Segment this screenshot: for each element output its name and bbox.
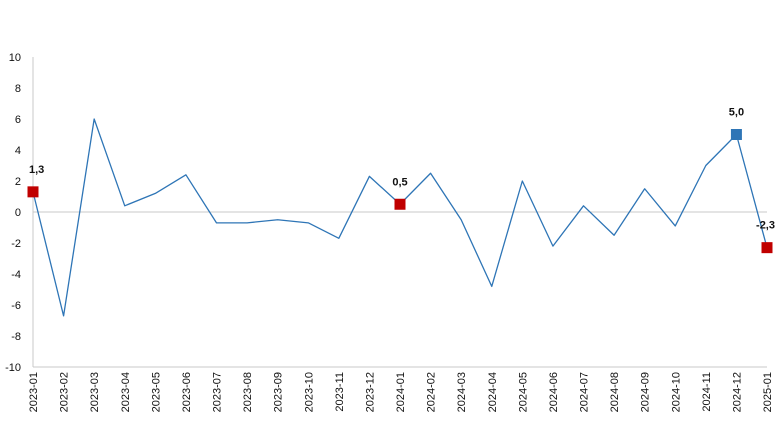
x-tick-label: 2023-07 [212,372,224,412]
data-marker [27,186,39,198]
x-tick-label: 2024-12 [731,372,743,412]
y-tick-label: -2 [11,238,21,250]
y-tick-label: 4 [15,145,21,157]
x-tick-label: 2024-01 [395,372,407,412]
x-tick-label: 2024-09 [640,372,652,412]
data-label: 1,3 [29,164,44,176]
data-label: 0,5 [392,176,407,188]
x-tick-label: 2024-04 [487,372,499,412]
y-tick-label: -10 [5,362,21,374]
x-tick-label: 2023-11 [334,372,346,412]
y-tick-label: 6 [15,114,21,126]
x-tick-label: 2024-08 [609,372,621,412]
data-marker [761,242,773,254]
y-tick-label: -8 [11,331,21,343]
x-tick-label: 2024-06 [548,372,560,412]
x-tick-label: 2025-01 [762,372,774,412]
x-tick-label: 2023-04 [120,372,132,412]
x-tick-label: 2024-11 [701,372,713,412]
x-tick-label: 2023-03 [89,372,101,412]
data-marker [730,129,742,140]
x-tick-label: 2024-07 [579,372,591,412]
y-tick-label: -4 [11,269,21,281]
y-tick-label: -6 [11,300,21,312]
y-tick-label: 8 [15,83,21,95]
x-tick-label: 2024-03 [456,372,468,412]
y-tick-label: 10 [9,52,21,64]
data-marker [394,198,406,210]
x-tick-label: 2023-12 [364,372,376,412]
x-tick-label: 2023-09 [273,372,285,412]
x-tick-label: 2024-02 [426,372,438,412]
x-tick-label: 2024-10 [670,372,682,412]
data-label: -2,3 [756,220,775,232]
x-tick-label: 2023-02 [59,372,71,412]
x-tick-label: 2023-01 [28,372,40,412]
y-tick-label: 0 [15,207,21,219]
x-tick-label: 2023-05 [150,372,162,412]
x-tick-label: 2023-08 [242,372,254,412]
x-tick-label: 2023-06 [181,372,193,412]
data-label: 5,0 [729,107,744,119]
y-tick-label: 2 [15,176,21,188]
x-tick-label: 2024-05 [517,372,529,412]
x-tick-label: 2023-10 [303,372,315,412]
series-line [32,118,768,317]
